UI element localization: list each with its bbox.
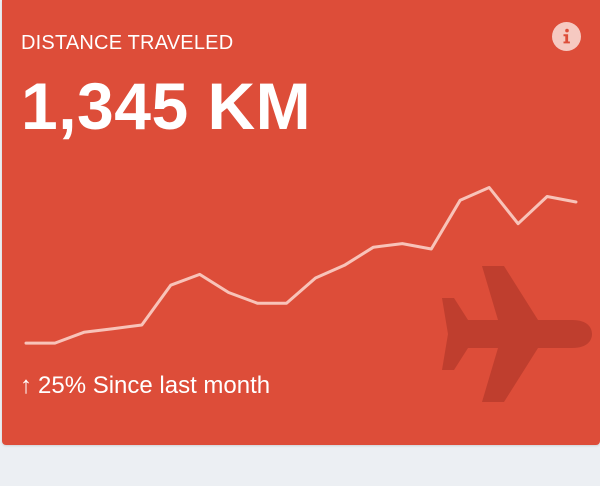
card-title: DISTANCE TRAVELED — [21, 32, 234, 54]
up-arrow-icon: ↑ — [20, 372, 32, 399]
sparkline-chart — [24, 186, 578, 345]
distance-traveled-card: DISTANCE TRAVELED 1,345 KM ↑ 25% Since la… — [2, 0, 600, 445]
airplane-icon — [442, 266, 592, 402]
trend-summary: ↑ 25% Since last month — [20, 370, 270, 402]
info-icon — [563, 28, 570, 44]
distance-value: 1,345 KM — [21, 69, 312, 143]
sparkline-line — [24, 186, 578, 345]
trend-text: 25% Since last month — [38, 372, 271, 399]
info-button[interactable] — [552, 22, 581, 51]
